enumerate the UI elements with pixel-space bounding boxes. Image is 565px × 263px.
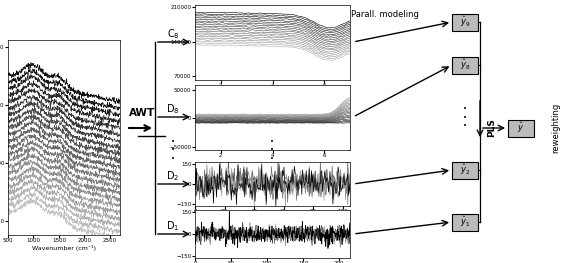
Text: D$_2$: D$_2$ bbox=[167, 169, 180, 183]
Text: $\hat{y}_1$: $\hat{y}_1$ bbox=[460, 215, 470, 229]
Text: reweighting: reweighting bbox=[551, 103, 560, 153]
Text: D$_1$: D$_1$ bbox=[166, 219, 180, 233]
Text: $\hat{y}_8$: $\hat{y}_8$ bbox=[460, 58, 470, 72]
FancyBboxPatch shape bbox=[452, 13, 478, 31]
Text: Parall. modeling: Parall. modeling bbox=[351, 10, 419, 19]
Text: •
•
•: • • • bbox=[171, 139, 175, 162]
FancyBboxPatch shape bbox=[452, 161, 478, 179]
FancyBboxPatch shape bbox=[508, 119, 534, 136]
FancyBboxPatch shape bbox=[452, 57, 478, 73]
Text: AWT: AWT bbox=[129, 108, 155, 118]
Text: C$_8$: C$_8$ bbox=[167, 27, 180, 41]
FancyBboxPatch shape bbox=[452, 214, 478, 230]
Text: $\hat{y}_2$: $\hat{y}_2$ bbox=[460, 163, 470, 177]
Text: •
•
•: • • • bbox=[463, 106, 467, 129]
Text: $\hat{y}$: $\hat{y}$ bbox=[518, 121, 525, 135]
Text: $\hat{y}_9$: $\hat{y}_9$ bbox=[460, 15, 470, 29]
Text: PLS: PLS bbox=[488, 119, 497, 138]
X-axis label: Wavenumber (cm⁻¹): Wavenumber (cm⁻¹) bbox=[32, 245, 96, 251]
Text: •
•
•: • • • bbox=[270, 139, 274, 162]
Text: D$_8$: D$_8$ bbox=[166, 102, 180, 116]
